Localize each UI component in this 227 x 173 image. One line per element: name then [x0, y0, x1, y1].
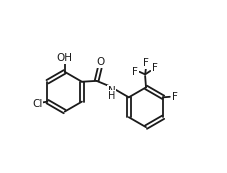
- Text: F: F: [171, 92, 177, 102]
- Text: Cl: Cl: [32, 99, 42, 109]
- Text: H: H: [108, 91, 115, 101]
- Text: N: N: [108, 86, 115, 95]
- Text: F: F: [132, 67, 138, 77]
- Text: O: O: [96, 57, 104, 67]
- Text: F: F: [142, 58, 148, 69]
- Text: F: F: [151, 63, 157, 73]
- Text: OH: OH: [56, 53, 72, 63]
